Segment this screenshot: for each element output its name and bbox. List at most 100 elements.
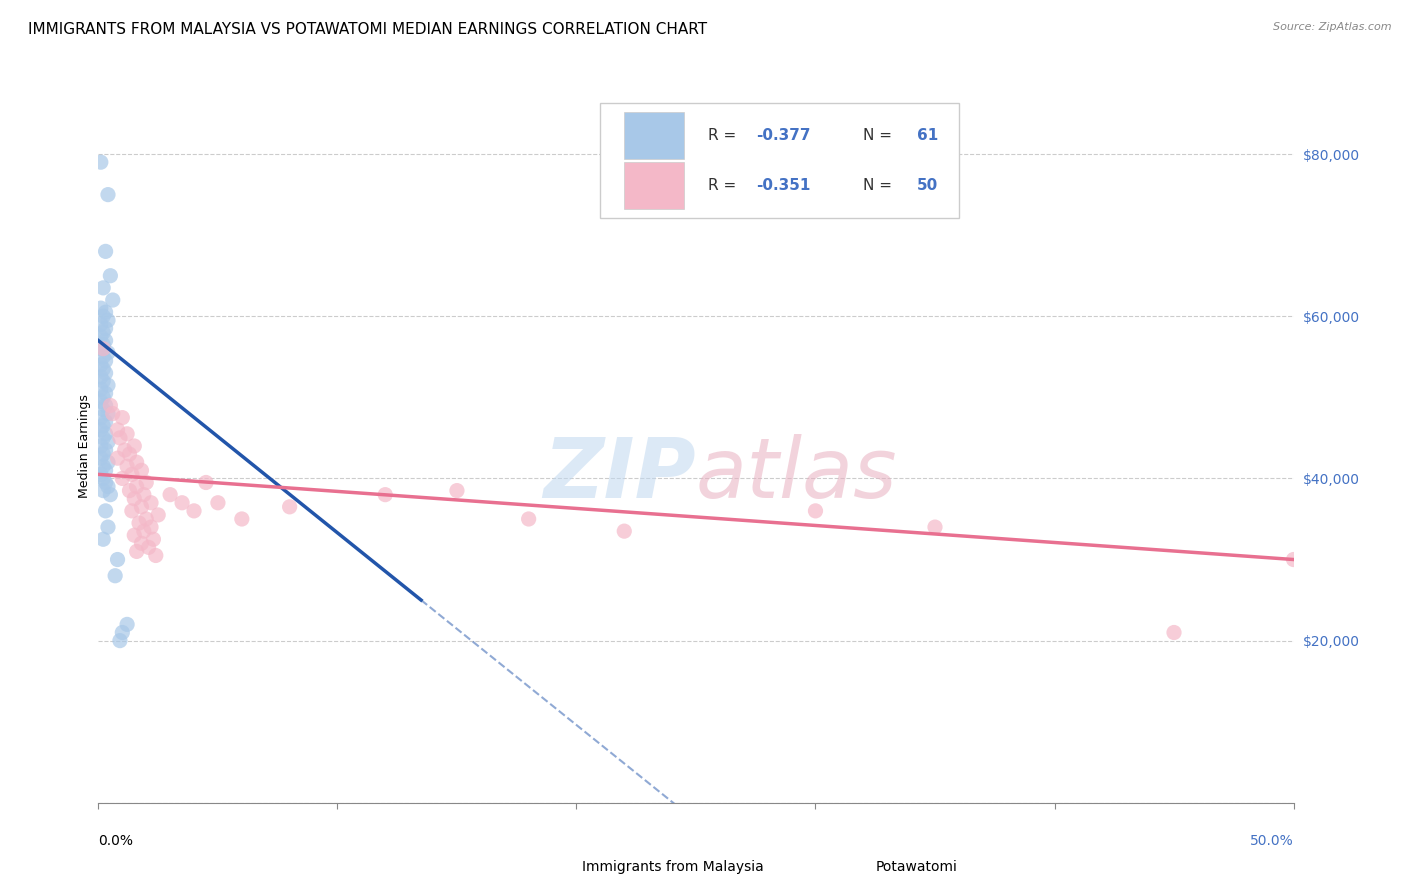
Point <box>128 516 150 530</box>
Text: -0.377: -0.377 <box>756 128 810 143</box>
Point <box>111 625 134 640</box>
Point <box>115 459 138 474</box>
Point <box>131 463 153 477</box>
Point <box>446 483 468 498</box>
Text: R =: R = <box>709 128 741 143</box>
Point <box>90 358 112 372</box>
Text: Immigrants from Malaysia: Immigrants from Malaysia <box>582 860 765 874</box>
Point <box>135 475 157 490</box>
Point <box>90 423 112 437</box>
Text: 50.0%: 50.0% <box>1250 834 1294 848</box>
Point <box>91 342 114 356</box>
Point <box>118 483 141 498</box>
Point <box>124 491 146 506</box>
Point <box>91 337 114 351</box>
Point <box>131 500 153 514</box>
Point <box>97 520 120 534</box>
Point <box>148 508 170 522</box>
Point <box>139 496 162 510</box>
Point <box>924 520 946 534</box>
Point <box>101 407 124 421</box>
Point <box>131 536 153 550</box>
Point <box>97 313 120 327</box>
Point <box>90 439 112 453</box>
Point <box>97 479 120 493</box>
Point <box>159 488 181 502</box>
Point <box>97 378 120 392</box>
Text: N =: N = <box>863 128 897 143</box>
Point <box>107 451 129 466</box>
FancyBboxPatch shape <box>810 853 863 881</box>
FancyBboxPatch shape <box>624 112 685 159</box>
Point <box>118 447 141 461</box>
Point <box>194 475 217 490</box>
Point <box>94 366 117 380</box>
Point <box>90 342 112 356</box>
Point <box>97 407 120 421</box>
Text: Potawatomi: Potawatomi <box>875 860 957 874</box>
Point <box>94 334 117 348</box>
Point <box>91 447 114 461</box>
Point <box>91 310 114 324</box>
Point <box>91 402 114 417</box>
Point <box>94 504 117 518</box>
Text: -0.351: -0.351 <box>756 178 810 194</box>
Point <box>124 439 146 453</box>
Text: 61: 61 <box>917 128 938 143</box>
Point <box>207 496 229 510</box>
FancyBboxPatch shape <box>624 162 685 209</box>
Point <box>135 512 157 526</box>
Point <box>613 524 636 538</box>
Point <box>1282 552 1305 566</box>
Point <box>104 568 127 582</box>
Point <box>132 524 155 538</box>
Point <box>115 617 138 632</box>
Point <box>125 544 148 558</box>
Point <box>90 410 112 425</box>
Point <box>90 382 112 396</box>
Point <box>91 533 114 547</box>
Point <box>98 488 122 502</box>
Point <box>90 329 112 343</box>
Point <box>97 345 120 359</box>
Text: atlas: atlas <box>696 434 897 515</box>
Point <box>91 418 114 433</box>
Text: 50: 50 <box>917 178 938 194</box>
Point <box>374 488 396 502</box>
Point <box>91 281 114 295</box>
Point <box>804 504 827 518</box>
Point <box>145 549 167 563</box>
Point <box>94 354 117 368</box>
Point <box>91 471 114 485</box>
Point <box>172 496 194 510</box>
Point <box>183 504 205 518</box>
Point <box>124 528 146 542</box>
Point <box>94 426 117 441</box>
Point <box>94 415 117 429</box>
Point <box>138 541 160 555</box>
Point <box>97 434 120 449</box>
Point <box>90 155 112 169</box>
Point <box>94 321 117 335</box>
Point <box>90 370 112 384</box>
Text: IMMIGRANTS FROM MALAYSIA VS POTAWATOMI MEDIAN EARNINGS CORRELATION CHART: IMMIGRANTS FROM MALAYSIA VS POTAWATOMI M… <box>28 22 707 37</box>
Text: 0.0%: 0.0% <box>98 834 134 848</box>
Point <box>97 187 120 202</box>
Text: N =: N = <box>863 178 897 194</box>
Point <box>90 394 112 409</box>
Point <box>97 455 120 469</box>
Point <box>1163 625 1185 640</box>
Point <box>90 451 112 466</box>
Y-axis label: Median Earnings: Median Earnings <box>79 394 91 498</box>
Point <box>517 512 540 526</box>
Point <box>91 483 114 498</box>
Point <box>90 318 112 332</box>
Point <box>91 350 114 364</box>
Point <box>94 443 117 458</box>
Point <box>111 471 134 485</box>
Point <box>108 633 131 648</box>
Point <box>139 520 162 534</box>
Point <box>94 399 117 413</box>
Point <box>91 374 114 388</box>
Point <box>90 301 112 315</box>
